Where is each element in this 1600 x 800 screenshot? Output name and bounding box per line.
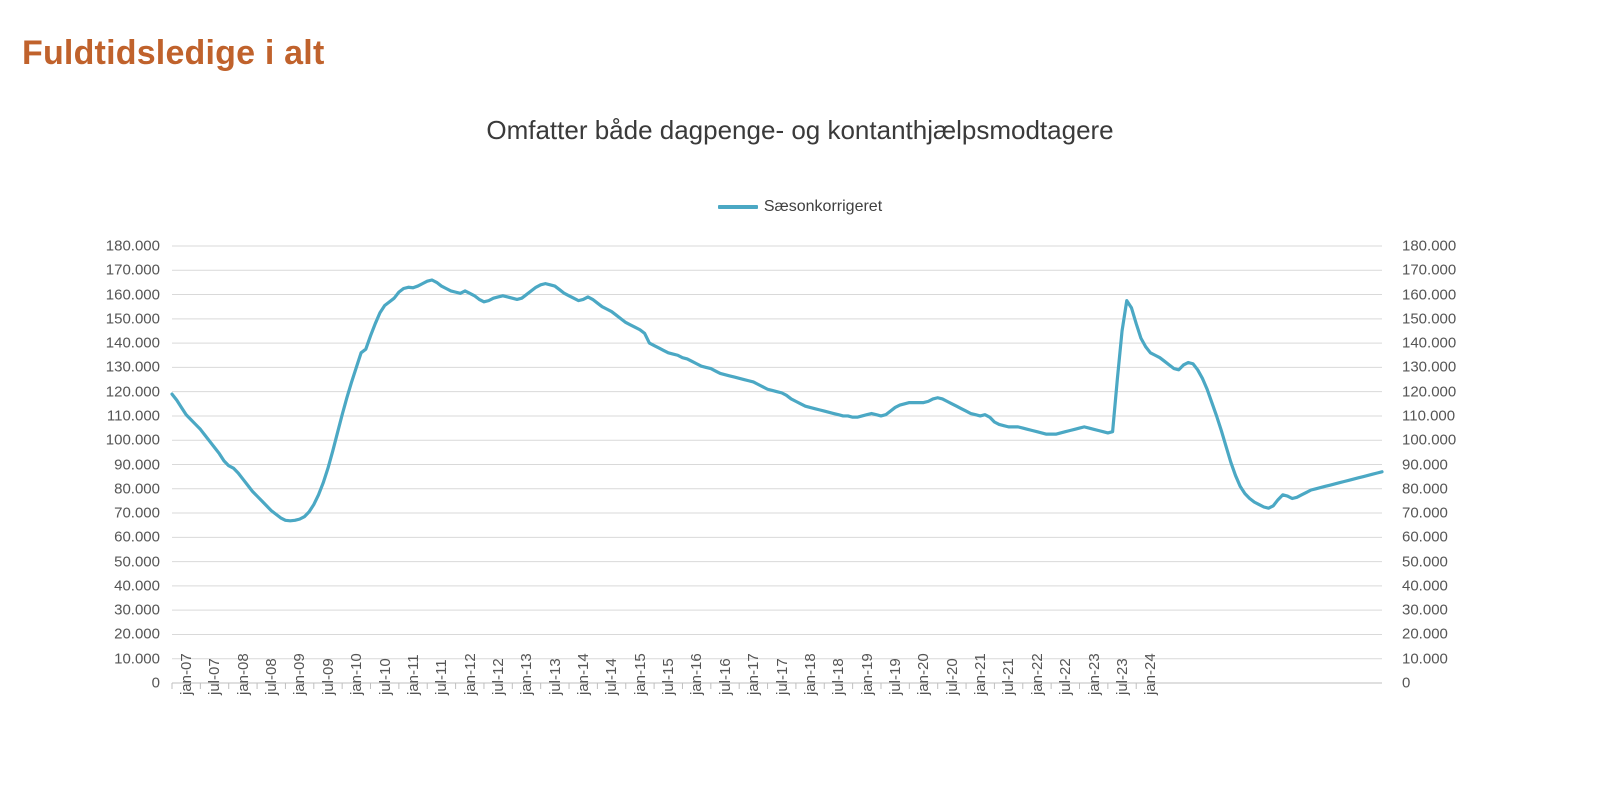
y-axis-right-tick-label: 0 [1402,674,1411,692]
chart-subtitle: Omfatter både dagpenge- og kontanthjælps… [486,115,1114,145]
y-axis-left-tick-label: 0 [151,674,160,692]
x-axis-tick-label: jul-16 [716,658,734,695]
x-axis-tick-label: jul-20 [943,658,961,695]
chart-legend: Sæsonkorrigeret [0,198,1600,216]
x-axis-tick-label: jan-13 [518,653,536,695]
x-axis-tick-label: jan-15 [631,653,649,695]
y-axis-left-tick-label: 30.000 [114,601,160,619]
y-axis-right-tick-label: 50.000 [1402,553,1448,571]
x-axis-tick-label: jul-11 [433,659,451,695]
y-axis-right-tick-label: 90.000 [1402,456,1448,473]
x-axis-tick-label: jan-11 [404,654,422,695]
y-axis-right-tick-label: 160.000 [1402,286,1457,304]
x-axis-tick-label: jan-23 [1085,653,1103,695]
x-axis-tick-label: jul-21 [1000,658,1018,695]
x-axis-tick-label: jul-15 [660,658,678,695]
x-axis-tick-label: jul-10 [376,658,394,695]
y-axis-left-tick-label: 80.000 [114,480,160,498]
x-axis-ticks-group [171,683,1137,689]
y-axis-left-tick-label: 50.000 [114,553,160,571]
x-axis-tick-label: jul-19 [886,658,904,695]
y-axis-right-tick-label: 150.000 [1402,310,1457,328]
y-axis-right-tick-label: 110.000 [1402,407,1456,425]
y-axis-left-tick-label: 140.000 [105,334,160,352]
y-axis-right-tick-label: 140.000 [1402,334,1457,352]
y-axis-right-tick-label: 120.000 [1402,383,1457,401]
x-axis-tick-label: jul-12 [489,658,507,695]
y-axis-left-tick-label: 130.000 [105,358,160,376]
x-axis-tick-label: jan-08 [234,653,252,695]
y-axis-right-tick-label: 80.000 [1402,480,1448,498]
x-axis-tick-label: jul-18 [830,658,848,695]
x-axis-tick-label: jul-17 [773,658,791,695]
y-axis-left-tick-label: 10.000 [114,650,160,668]
y-axis-left-tick-label: 120.000 [105,383,160,401]
x-axis-tick-label: jul-22 [1057,658,1075,695]
x-axis-tick-label: jan-09 [291,653,309,695]
x-axis-tick-label: jul-14 [603,658,621,695]
y-axis-left-tick-label: 160.000 [105,286,160,304]
x-axis-tick-label: jan-12 [461,653,479,695]
x-axis-tick-label: jan-16 [688,653,706,695]
x-axis-tick-label: jan-18 [801,653,819,695]
y-axis-left-tick-label: 40.000 [114,577,160,595]
x-axis-tick-label: jan-07 [178,653,195,695]
y-axis-right-tick-label: 30.000 [1402,601,1448,619]
x-axis-tick-label: jul-13 [546,658,564,695]
x-axis-tick-label: jan-22 [1028,653,1046,695]
legend-item-label: Sæsonkorrigeret [763,198,883,215]
y-axis-right-tick-label: 20.000 [1402,625,1448,643]
gridlines-group [172,245,1382,684]
x-axis-tick-label: jul-08 [263,658,281,695]
y-axis-left-tick-label: 70.000 [114,504,160,522]
y-axis-right-tick-label: 10.000 [1402,650,1448,668]
x-axis-tick-label: jul-09 [319,658,337,695]
y-axis-right-tick-label: 70.000 [1402,504,1448,522]
y-axis-left-tick-label: 180.000 [105,237,160,255]
legend-line-swatch-icon [717,205,758,209]
x-axis-tick-label: jul-23 [1113,658,1131,695]
page-title: Fuldtidsledige i alt [22,34,325,72]
y-axis-right-tick-label: 180.000 [1402,237,1457,255]
y-axis-left-tick-label: 170.000 [105,261,160,279]
y-axis-right-tick-label: 40.000 [1402,577,1448,595]
y-axis-right-tick-label: 100.000 [1402,431,1457,449]
x-axis-tick-label: jan-21 [972,653,990,695]
x-axis-tick-label: jan-17 [745,653,763,695]
x-axis-tick-label: jul-07 [206,658,224,695]
x-axis-tick-label: jan-24 [1142,653,1160,695]
x-axis-tick-label: jan-19 [858,653,876,695]
x-axis-tick-label: jan-14 [575,653,593,695]
y-axis-right-tick-label: 60.000 [1402,528,1448,546]
y-axis-left-tick-label: 20.000 [114,625,160,643]
x-axis-tick-label: jan-20 [915,653,933,695]
y-axis-left-tick-label: 100.000 [105,431,160,449]
x-axis-tick-label: jan-10 [348,653,366,695]
series-line-saesonkorrigeret [170,278,1384,523]
y-axis-right-tick-label: 170.000 [1402,261,1457,279]
y-axis-left-tick-label: 150.000 [105,310,160,328]
y-axis-left-tick-label: 60.000 [114,528,160,546]
y-axis-left-tick-label: 110.000 [106,407,160,425]
y-axis-left-tick-label: 90.000 [114,456,160,473]
y-axis-right-tick-label: 130.000 [1402,358,1457,376]
